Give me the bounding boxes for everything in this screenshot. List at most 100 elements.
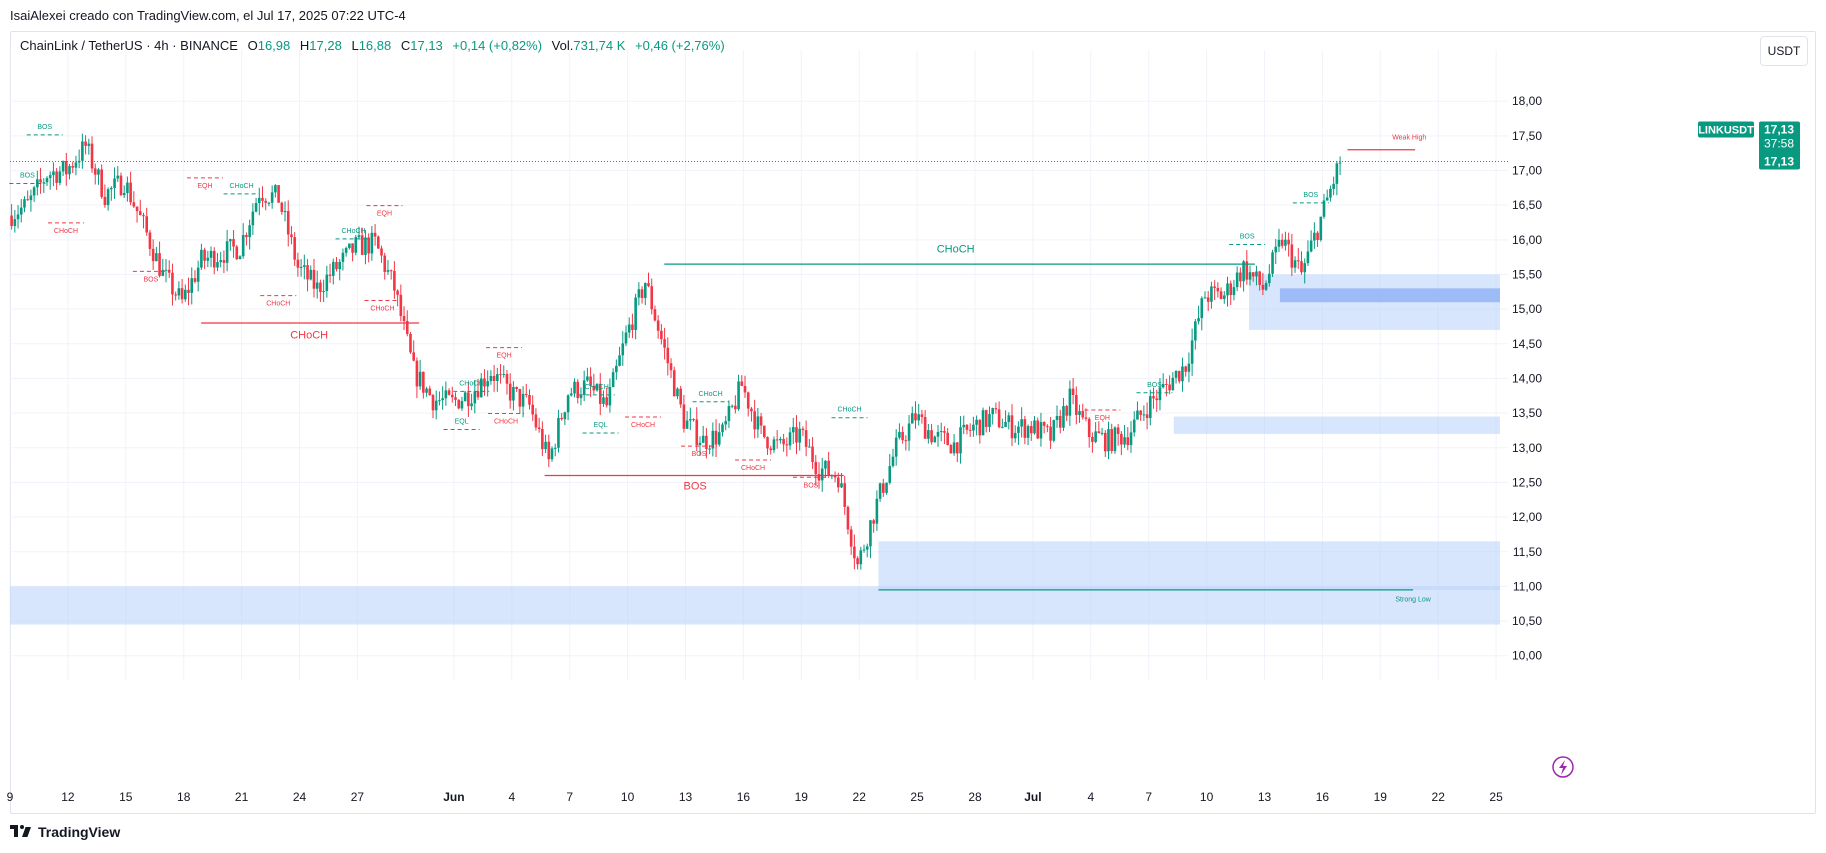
candle-body [476,391,480,398]
candle-body [496,374,499,381]
candle-body [669,363,673,371]
structure-small-label: EQL [594,422,608,429]
structure-small-label: BOS [692,451,707,458]
candle-body [1100,432,1104,434]
candle-body [1129,432,1133,446]
currency-button[interactable]: USDT [1760,36,1808,66]
candle-body [631,324,634,330]
candle-body [734,405,737,410]
candle-body [1107,429,1110,452]
candle-body [45,178,49,183]
candle-body [862,549,866,551]
candle-body [865,546,869,550]
candle-body [560,417,563,420]
candle-body [1296,260,1300,262]
candle-body [264,200,268,203]
y-tick-label: 13,50 [1512,406,1542,420]
candle-body [1313,232,1316,241]
y-tick-label: 16,00 [1512,233,1542,247]
structure-small-label: CHoCH [631,422,655,429]
structure-small-label: EQH [496,353,511,360]
volume-label: Vol. [551,38,574,53]
candle-body [174,294,177,296]
candle-body [274,185,277,193]
candle-body [1123,437,1126,445]
candle-body [547,441,551,460]
candle-body [261,197,264,201]
candle-body [936,431,940,437]
candle-body [277,185,280,203]
candle-body [396,290,399,295]
candle-body [679,388,682,405]
candle-body [820,468,824,481]
y-tick-label: 15,00 [1512,302,1542,316]
candle-body [698,442,702,446]
candle-body [212,250,216,268]
structure-small-label: CHoCH [741,465,765,472]
symbol-name[interactable]: ChainLink / TetherUS · 4h · BINANCE [20,38,238,53]
candle-body [779,438,782,441]
candle-body [904,440,908,442]
candle-body [351,243,354,253]
candle-body [148,232,152,249]
x-tick-label: 15 [119,790,133,804]
candle-body [566,395,570,413]
candle-body [1161,383,1165,388]
candle-body [129,182,132,203]
candle-body [512,386,515,401]
candle-body [1078,411,1081,415]
candle-body [193,278,197,282]
candle-body [544,441,547,450]
candle-body [1052,420,1056,441]
structure-small-label: BOS [804,482,819,489]
candle-body [1200,298,1204,319]
candle-body [788,432,792,446]
x-tick-label: 19 [1374,790,1388,804]
candle-body [808,446,811,448]
structure-label: BOS [684,480,707,492]
candle-body [84,141,87,146]
author-line: IsaiAlexei creado con TradingView.com, e… [10,8,406,23]
candle-body [894,437,898,457]
x-tick-label: 24 [293,790,307,804]
candle-body [122,193,126,196]
y-tick-label: 11,00 [1513,579,1542,593]
candle-body [344,248,348,253]
candle-body [1113,427,1117,451]
y-tick-label: 14,00 [1512,371,1542,385]
candle-body [833,475,837,478]
candle-body [26,199,29,201]
candle-body [325,274,329,292]
candle-body [836,477,840,488]
candle-body [1029,426,1033,434]
candle-body [116,175,120,179]
structure-small-label: BOS [1147,382,1162,389]
candle-body [106,189,110,206]
candle-body [303,265,306,268]
structure-small-label: CHoCH [459,380,483,387]
x-tick-label: 4 [508,790,515,804]
candle-body [1235,272,1239,288]
candle-body [1046,425,1049,427]
candle-body [611,372,615,388]
candle-body [48,175,52,179]
candle-body [132,202,136,207]
x-tick-label: 22 [1432,790,1446,804]
candle-body [1258,271,1261,285]
candle-body [335,261,338,270]
candle-body [434,400,438,411]
candle-body [1316,232,1319,240]
candle-body [615,365,618,373]
x-tick-label: 9 [7,790,14,804]
candle-body [370,232,374,254]
candle-body [1322,200,1326,217]
candle-body [367,237,370,254]
volume-change: +0,46 (+2,76%) [635,38,725,53]
order-block-zone [1173,416,1500,434]
tradingview-logo[interactable]: TradingView [10,824,120,840]
candle-body [348,243,351,249]
candle-body [254,203,258,212]
candle-body [1213,286,1216,288]
symbol-legend[interactable]: ChainLink / TetherUS · 4h · BINANCE O16,… [20,38,725,53]
